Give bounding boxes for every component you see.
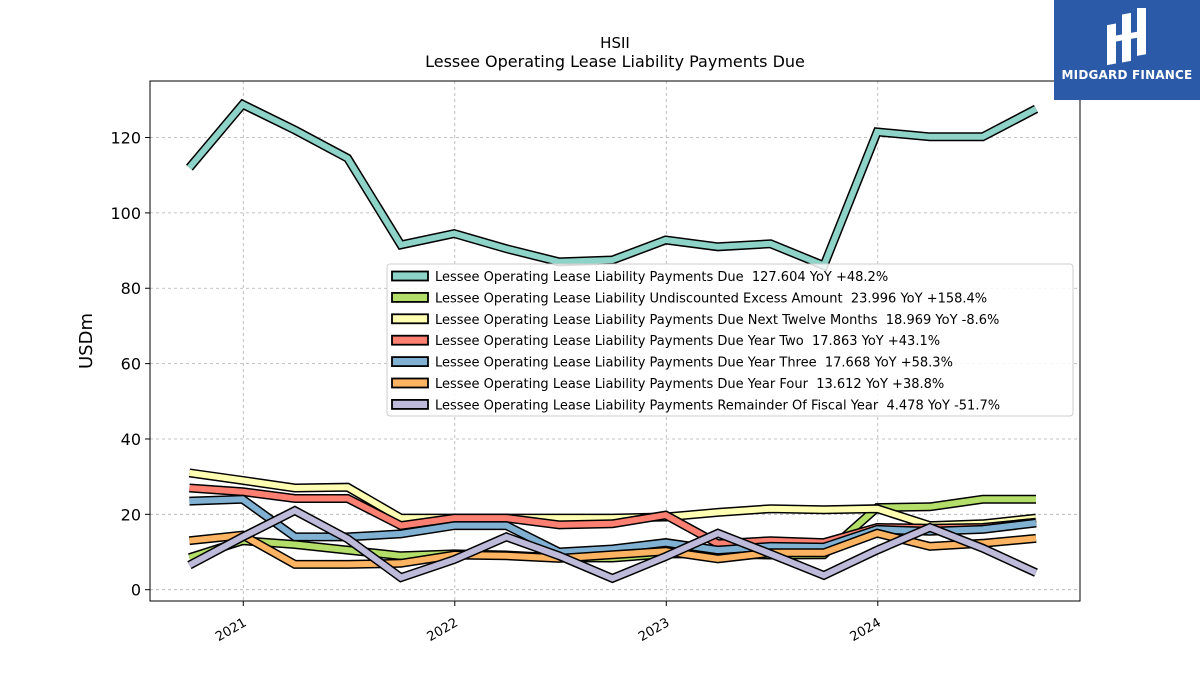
y-tick-label: 80 bbox=[121, 279, 141, 298]
chart-title: HSII bbox=[600, 34, 630, 52]
legend-label: Lessee Operating Lease Liability Payment… bbox=[435, 313, 999, 328]
legend-label: Lessee Operating Lease Liability Payment… bbox=[435, 270, 888, 285]
series-line bbox=[189, 530, 1037, 568]
legend-swatch bbox=[391, 313, 429, 325]
y-tick-label: 0 bbox=[131, 581, 141, 600]
legend-item: Lessee Operating Lease Liability Payment… bbox=[391, 398, 1000, 413]
legend-swatch bbox=[391, 270, 429, 282]
legend-box bbox=[386, 263, 1074, 417]
legend-item: Lessee Operating Lease Liability Undisco… bbox=[391, 291, 987, 306]
legend-swatch bbox=[391, 334, 429, 346]
logo-text: MIDGARD FINANCE bbox=[1061, 68, 1193, 82]
series-6 bbox=[188, 528, 1037, 569]
legend-item: Lessee Operating Lease Liability Payment… bbox=[391, 270, 888, 285]
y-tick-label: 20 bbox=[121, 505, 141, 524]
chart-subtitle: Lessee Operating Lease Liability Payment… bbox=[425, 52, 805, 71]
legend-swatch bbox=[391, 291, 429, 303]
y-tick-label: 100 bbox=[110, 204, 141, 223]
legend-label: Lessee Operating Lease Liability Payment… bbox=[435, 334, 940, 349]
y-axis-label: USDm bbox=[76, 313, 97, 369]
series-line bbox=[188, 469, 1037, 529]
y-axis: 0 20 40 60 80 100 120 bbox=[110, 129, 150, 600]
series-line bbox=[187, 507, 1038, 582]
brand-logo: MIDGARD FINANCE bbox=[1054, 0, 1200, 100]
legend-label: Lessee Operating Lease Liability Payment… bbox=[435, 377, 944, 392]
legend-swatch bbox=[391, 398, 429, 410]
legend-item: Lessee Operating Lease Liability Payment… bbox=[391, 313, 999, 328]
legend-label: Lessee Operating Lease Liability Undisco… bbox=[435, 291, 987, 306]
series-lines bbox=[185, 98, 1039, 584]
y-tick-label: 120 bbox=[110, 129, 141, 148]
legend-label: Lessee Operating Lease Liability Payment… bbox=[435, 356, 953, 371]
y-tick-label: 40 bbox=[121, 430, 141, 449]
legend-label: Lessee Operating Lease Liability Payment… bbox=[435, 398, 1000, 413]
series-line bbox=[189, 496, 1037, 556]
plot-frame bbox=[149, 80, 1081, 602]
series-5 bbox=[189, 494, 1037, 557]
legend-swatch bbox=[391, 377, 429, 389]
legend-item: Lessee Operating Lease Liability Payment… bbox=[391, 377, 944, 392]
legend: Lessee Operating Lease Liability Payment… bbox=[386, 263, 1074, 417]
legend-item: Lessee Operating Lease Liability Payment… bbox=[391, 334, 940, 349]
legend-swatch bbox=[391, 356, 429, 368]
y-tick-label: 60 bbox=[121, 355, 141, 374]
legend-item: Lessee Operating Lease Liability Payment… bbox=[391, 356, 953, 371]
series-line bbox=[187, 100, 1038, 270]
series-3 bbox=[188, 468, 1037, 531]
logo-mark-icon bbox=[1107, 8, 1146, 66]
series-1 bbox=[185, 98, 1039, 272]
series-7 bbox=[187, 505, 1038, 584]
